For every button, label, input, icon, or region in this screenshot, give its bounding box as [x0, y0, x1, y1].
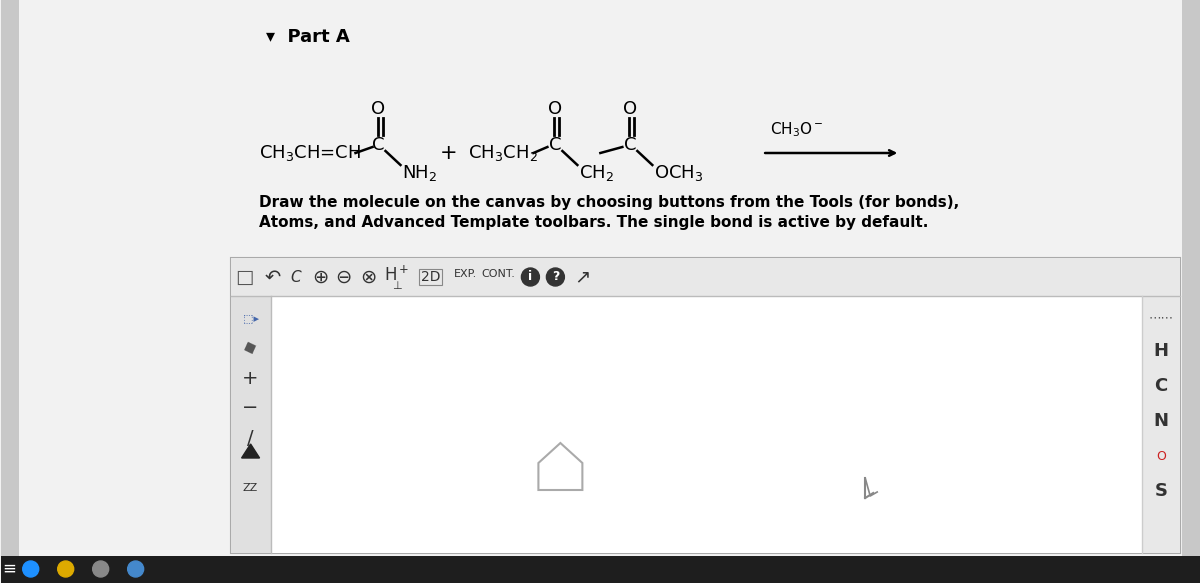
Text: CH$_3$CH$_2$: CH$_3$CH$_2$ — [468, 143, 539, 163]
Text: i: i — [528, 271, 533, 283]
Bar — [230, 258, 1180, 296]
Bar — [1, 0, 19, 583]
Text: ⬚▸: ⬚▸ — [242, 313, 259, 323]
Text: OCH$_3$: OCH$_3$ — [654, 163, 703, 183]
Bar — [1182, 0, 1200, 583]
Text: ?: ? — [552, 271, 559, 283]
Circle shape — [522, 268, 540, 286]
Text: ▾  Part A: ▾ Part A — [265, 28, 349, 46]
Text: S: S — [1154, 482, 1168, 500]
Text: C: C — [550, 136, 562, 154]
Text: N: N — [1153, 412, 1169, 430]
Text: CH$_3$O$^-$: CH$_3$O$^-$ — [770, 121, 824, 139]
Text: ⊕: ⊕ — [312, 268, 329, 286]
Text: C: C — [290, 269, 301, 285]
Text: H$^+$: H$^+$ — [384, 265, 409, 285]
Text: O: O — [1156, 449, 1166, 462]
Text: ⋯⋯: ⋯⋯ — [1148, 311, 1174, 325]
Text: C: C — [1154, 377, 1168, 395]
Text: /: / — [247, 429, 254, 448]
Text: ⊗: ⊗ — [360, 268, 377, 286]
Circle shape — [23, 561, 38, 577]
Bar — [1, 556, 1200, 583]
Text: O: O — [372, 100, 385, 118]
Text: CH$_3$CH=CH: CH$_3$CH=CH — [258, 143, 361, 163]
Text: CONT.: CONT. — [481, 269, 515, 279]
Polygon shape — [241, 444, 259, 458]
Text: −: − — [242, 399, 259, 417]
Text: EXP.: EXP. — [454, 269, 478, 279]
Text: ZZ: ZZ — [242, 483, 258, 493]
Text: NH$_2$: NH$_2$ — [402, 163, 438, 183]
Bar — [270, 296, 1142, 553]
Circle shape — [127, 561, 144, 577]
Bar — [230, 296, 270, 553]
Text: O: O — [623, 100, 637, 118]
Text: +: + — [242, 368, 259, 388]
Text: ◆: ◆ — [241, 338, 259, 359]
Text: ≡: ≡ — [1, 560, 16, 578]
Text: CH$_2$: CH$_2$ — [580, 163, 614, 183]
Text: O: O — [548, 100, 563, 118]
Text: C: C — [624, 136, 637, 154]
Text: C: C — [372, 136, 385, 154]
Text: 2D: 2D — [421, 270, 440, 284]
Text: $\bot$: $\bot$ — [390, 279, 403, 291]
Bar — [230, 258, 1180, 553]
Text: +: + — [439, 143, 457, 163]
Circle shape — [58, 561, 73, 577]
Text: ↗: ↗ — [574, 268, 590, 286]
Text: ⊖: ⊖ — [335, 268, 352, 286]
Text: ↶: ↶ — [264, 268, 281, 286]
Circle shape — [92, 561, 109, 577]
Text: Draw the molecule on the canvas by choosing buttons from the Tools (for bonds),: Draw the molecule on the canvas by choos… — [258, 195, 959, 210]
Bar — [1142, 296, 1180, 553]
Text: Atoms, and Advanced Template toolbars. The single bond is active by default.: Atoms, and Advanced Template toolbars. T… — [258, 215, 928, 230]
Text: □: □ — [235, 268, 253, 286]
Text: H: H — [1153, 342, 1169, 360]
Circle shape — [546, 268, 564, 286]
